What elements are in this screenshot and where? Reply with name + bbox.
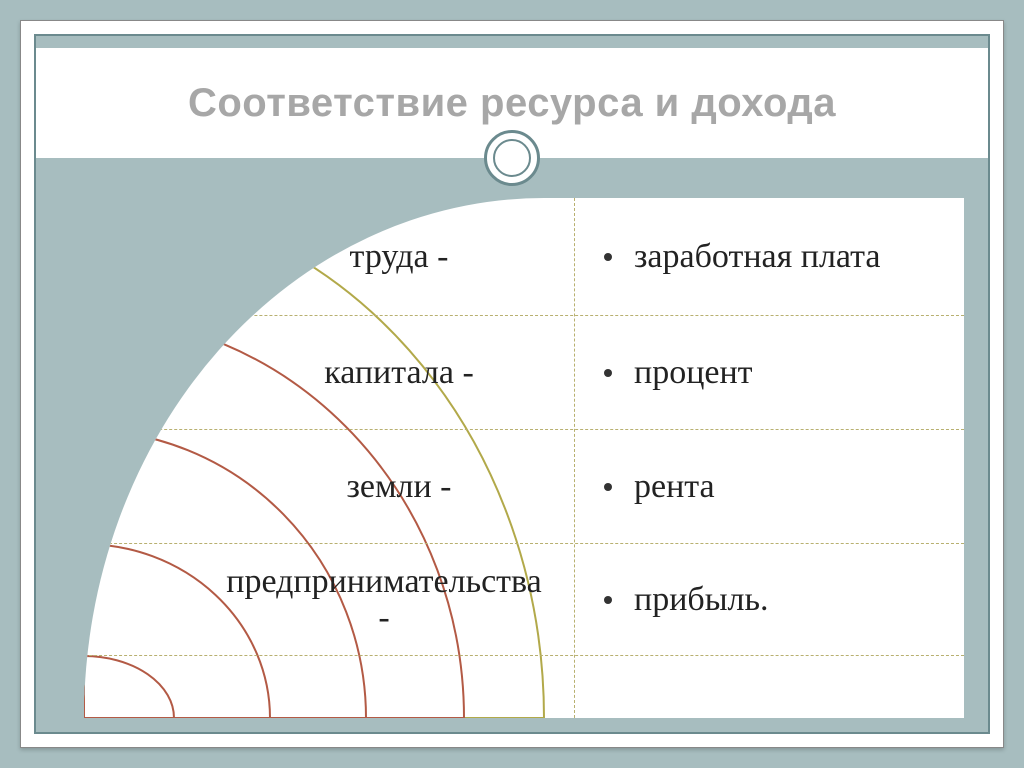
resource-text-line1: предпринимательства -	[224, 564, 544, 635]
resource-cell: капитала -	[84, 354, 574, 392]
resource-cell: труда -	[84, 238, 574, 276]
content-panel: труда - заработная плата капитала - проц…	[84, 198, 964, 718]
income-cell: процент	[574, 354, 964, 392]
income-text: заработная плата	[634, 238, 880, 275]
title-ring-icon	[484, 130, 540, 186]
inner-frame: Соответствие ресурса и дохода труда -	[34, 34, 990, 734]
income-text: процент	[634, 354, 753, 391]
table-row: предпринимательства - прибыль.	[84, 544, 964, 656]
bullet-icon	[604, 253, 612, 261]
resource-cell: земли -	[84, 468, 574, 506]
slide-root: Соответствие ресурса и дохода труда -	[0, 0, 1024, 768]
income-text: рента	[634, 468, 715, 505]
income-cell: заработная плата	[574, 238, 964, 276]
table-row: капитала - процент	[84, 316, 964, 430]
income-text: прибыль.	[634, 581, 769, 618]
bullet-icon	[604, 369, 612, 377]
bullet-icon	[604, 483, 612, 491]
table-row-empty	[84, 656, 964, 718]
diagram-area: труда - заработная плата капитала - проц…	[36, 192, 992, 736]
rows-container: труда - заработная плата капитала - проц…	[84, 198, 964, 718]
slide-title: Соответствие ресурса и дохода	[188, 81, 836, 126]
bullet-icon	[604, 596, 612, 604]
table-row: земли - рента	[84, 430, 964, 544]
table-row: труда - заработная плата	[84, 198, 964, 316]
resource-cell: предпринимательства -	[84, 564, 574, 635]
income-cell: прибыль.	[574, 581, 964, 619]
income-cell: рента	[574, 468, 964, 506]
